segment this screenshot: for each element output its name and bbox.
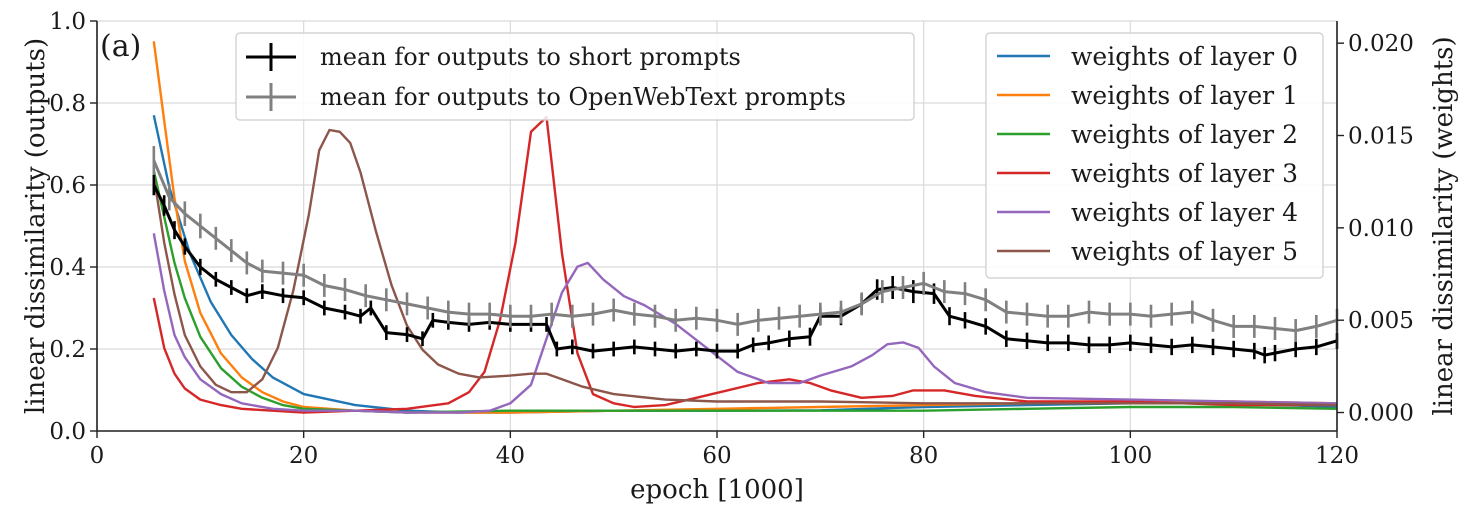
legend-weights-label: weights of layer 4: [1071, 198, 1298, 227]
legend-weights-label: weights of layer 5: [1071, 237, 1298, 266]
y-tick-label-left: 0.0: [49, 419, 86, 445]
x-tick-label: 0: [90, 443, 105, 469]
weights-layer-4-line: [152, 233, 1338, 414]
legend-weights-label: weights of layer 2: [1071, 120, 1298, 149]
y-tick-label-left: 0.4: [49, 255, 86, 281]
legend-outputs-label: mean for outputs to OpenWebText prompts: [320, 83, 846, 111]
weights-layer-3-line: [152, 115, 1337, 414]
legend-outputs-label: mean for outputs to short prompts: [320, 43, 741, 71]
x-tick-label: 100: [1108, 443, 1152, 469]
legend-weights-label: weights of layer 0: [1071, 42, 1298, 71]
series-openwebtext-prompts: [152, 146, 1339, 343]
weights-layer-5-line: [152, 128, 1338, 407]
x-tick-label: 20: [289, 443, 318, 469]
x-axis-title: epoch [1000]: [630, 475, 804, 505]
x-tick-label: 60: [702, 443, 731, 469]
series-line: [152, 184, 1338, 357]
y-tick-label-left: 0.8: [49, 91, 86, 117]
legend-weights-frame: [985, 32, 1324, 279]
ticks: 0 20 40 60 80 100 120 0.0 0.2 0.4 0.6 0.8 1.0 0.000 0.…: [49, 9, 1413, 469]
output-series: [152, 146, 1339, 364]
y-tick-label-right: 0.020: [1348, 31, 1414, 57]
panel-label: (a): [100, 29, 141, 64]
weight-series: [152, 41, 1338, 414]
y-tick-label-left: 0.6: [49, 173, 86, 199]
y-tick-label-left: 1.0: [49, 9, 86, 35]
y-tick-label-right: 0.005: [1348, 308, 1414, 334]
x-tick-label: 120: [1315, 443, 1359, 469]
series-line: [152, 159, 1338, 333]
y-axis-title-right: linear dissimilarity (weights): [1429, 36, 1459, 415]
x-tick-label: 40: [496, 443, 525, 469]
legend-weights-label: weights of layer 3: [1071, 159, 1298, 188]
legend-outputs-frame: [235, 32, 915, 121]
y-tick-label-right: 0.015: [1348, 124, 1414, 150]
y-axis-title-left: linear dissimilarity (outputs): [21, 38, 51, 414]
legend-weights-label: weights of layer 1: [1071, 81, 1298, 110]
y-tick-label-right: 0.010: [1348, 216, 1414, 242]
legend-outputs: mean for outputs to short prompts mean fo…: [235, 32, 915, 121]
x-tick-label: 80: [909, 443, 938, 469]
y-tick-label-left: 0.2: [49, 337, 86, 363]
y-tick-label-right: 0.000: [1348, 401, 1414, 427]
legend-weights: weights of layer 0 weights of layer 1 weig…: [985, 32, 1324, 279]
